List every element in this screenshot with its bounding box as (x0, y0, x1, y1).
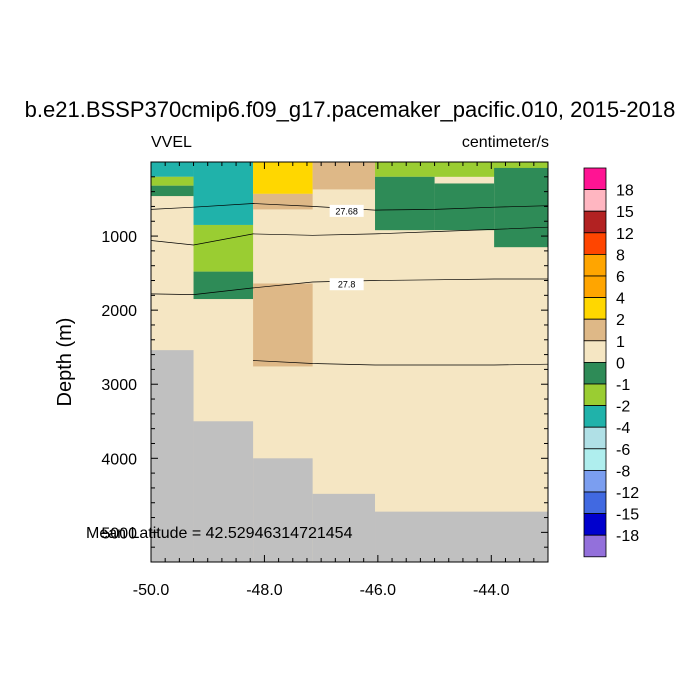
y-tick-label: 3000 (101, 377, 137, 394)
colorbar-label: -2 (616, 399, 630, 416)
colorbar-box (583, 469, 607, 493)
colorbar-label: -1 (616, 377, 630, 394)
colorbar-box (583, 167, 607, 191)
data-cell (193, 271, 254, 300)
units-string: centimeter/s (461, 134, 549, 151)
colorbar-label: 2 (616, 312, 625, 329)
colorbar-label: 18 (616, 183, 634, 200)
contour-label: 27.8 (338, 280, 356, 290)
land-mask (375, 511, 548, 562)
land-mask (193, 421, 254, 562)
colorbar-label: 8 (616, 247, 625, 264)
colorbar-box (583, 383, 607, 407)
colorbar-box (583, 275, 607, 299)
y-tick-label: 4000 (101, 451, 137, 468)
colorbar-box (583, 232, 607, 255)
colorbar-label: 0 (616, 355, 625, 372)
data-cell (494, 167, 548, 248)
colorbar-label: -4 (616, 420, 630, 437)
colorbar-label: 15 (616, 204, 634, 221)
colorbar-box (583, 448, 607, 471)
colorbar-box (583, 189, 607, 212)
colorbar-label: 6 (616, 269, 625, 286)
land-mask (312, 493, 376, 562)
data-cell (253, 162, 313, 194)
colorbar-box (583, 405, 607, 428)
land-mask (253, 458, 313, 562)
contour-label: 27.68 (335, 206, 358, 216)
data-cell (193, 224, 254, 272)
data-cell (434, 183, 495, 231)
colorbar-box (583, 340, 607, 363)
chart-title: b.e21.BSSP370cmip6.f09_g17.pacemaker_pac… (24, 97, 676, 122)
land-mask (151, 350, 194, 562)
data-cell (375, 176, 435, 231)
data-cell (151, 176, 194, 186)
colorbar-label: 12 (616, 226, 634, 243)
y-axis-title: Depth (m) (54, 318, 76, 407)
colorbar-box (583, 491, 607, 515)
y-tick-label: 5000 (101, 525, 137, 542)
colorbar-label: -15 (616, 507, 639, 524)
mean-latitude-annotation: Mean Latitude = 42.52946314721454 (86, 525, 353, 542)
data-cell (193, 162, 254, 225)
left-string: VVEL (151, 134, 192, 151)
colorbar-box (583, 534, 607, 558)
colorbar-box (583, 318, 607, 342)
colorbar-box (583, 513, 607, 536)
data-cell (253, 193, 313, 210)
x-tick-label: -46.0 (360, 582, 397, 599)
colorbar-label: 4 (616, 291, 625, 308)
contour-label-bg (329, 278, 364, 291)
colorbar-box (583, 297, 607, 320)
x-tick-label: -48.0 (246, 582, 283, 599)
colorbar-box (583, 253, 607, 277)
colorbar-box (583, 361, 607, 385)
data-cell (312, 162, 376, 190)
colorbar-label: -18 (616, 528, 639, 545)
contour-line (150, 226, 549, 246)
y-tick-label: 1000 (101, 229, 137, 246)
x-tick-label: -44.0 (473, 582, 510, 599)
colorbar-box (583, 210, 607, 234)
x-tick-label: -50.0 (133, 582, 170, 599)
colorbar-label: -6 (616, 442, 630, 459)
colorbar-label: 1 (616, 334, 625, 351)
data-cell (151, 185, 194, 197)
colorbar-label: -8 (616, 463, 630, 480)
data-cell (253, 283, 313, 367)
y-tick-label: 2000 (101, 303, 137, 320)
colorbar-box (583, 426, 607, 450)
contour-label-bg (329, 204, 364, 217)
colorbar-label: -12 (616, 485, 639, 502)
contour-line (253, 360, 549, 366)
data-cell (151, 162, 194, 177)
